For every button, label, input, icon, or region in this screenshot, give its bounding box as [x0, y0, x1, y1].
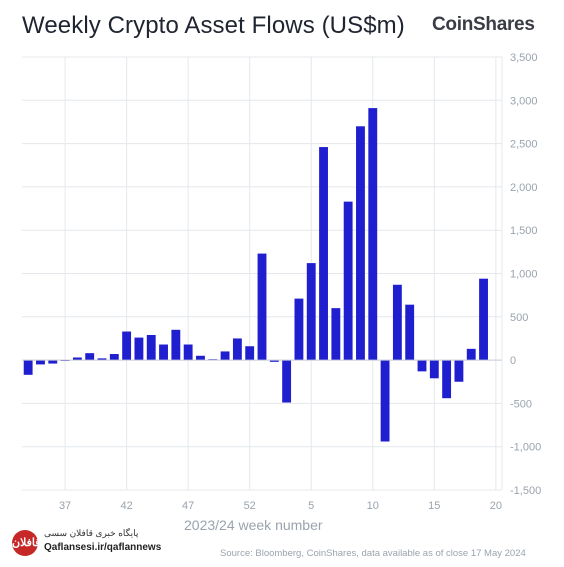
watermark-line1: پایگاه خبری قافلان سسی — [44, 528, 139, 538]
bar — [269, 360, 279, 362]
bar — [171, 329, 181, 361]
bar — [454, 360, 464, 382]
x-tick-label: 52 — [244, 500, 256, 512]
bar — [196, 355, 205, 361]
bar — [405, 304, 415, 361]
bar — [220, 351, 230, 361]
x-tick-label: 5 — [308, 500, 314, 512]
y-tick-label: 2,000 — [510, 182, 538, 194]
x-tick-label: 37 — [59, 500, 71, 512]
bar — [257, 253, 267, 361]
bar — [294, 298, 304, 361]
watermark-line2: Qaflansesi.ir/qaflannews — [44, 542, 162, 553]
y-tick-label: 1,000 — [510, 269, 538, 281]
y-tick-label: 1,500 — [510, 225, 538, 237]
bar — [134, 337, 144, 361]
bar — [319, 147, 328, 361]
y-axis-ticks: 3,500 3,000 2,500 2,000 1,500 1,000 500 0 -500 -1… — [510, 52, 541, 497]
bar — [392, 284, 402, 361]
y-tick-label: -1,000 — [510, 442, 541, 454]
chart-title: Weekly Crypto Asset Flows (US$m) — [22, 12, 405, 39]
bar — [48, 360, 58, 364]
y-tick-label: 500 — [510, 312, 528, 324]
bar — [23, 360, 33, 375]
bar — [466, 348, 476, 361]
bar — [429, 360, 439, 379]
bar — [85, 353, 95, 361]
y-tick-label: -1,500 — [510, 485, 541, 497]
watermark-badge: قافلان — [12, 530, 41, 556]
y-tick-label: 0 — [510, 355, 516, 367]
bar — [282, 360, 292, 403]
bar — [306, 263, 316, 361]
bar — [159, 344, 168, 361]
bar — [97, 358, 107, 361]
x-tick-label: 10 — [367, 500, 379, 512]
coinshares-logo: CoinShares — [432, 14, 535, 35]
bar — [343, 201, 353, 361]
bar — [232, 338, 242, 361]
bar — [245, 346, 255, 361]
bar — [331, 308, 341, 361]
bar — [442, 360, 452, 399]
x-tick-label: 42 — [120, 500, 132, 512]
bar — [36, 360, 45, 365]
x-tick-label: 47 — [182, 500, 194, 512]
bar — [183, 344, 193, 361]
bar — [122, 331, 132, 361]
y-tick-label: 2,500 — [510, 139, 538, 151]
y-tick-label: 3,000 — [510, 95, 538, 107]
x-tick-label: 15 — [428, 500, 440, 512]
bar — [368, 108, 378, 361]
y-tick-label: -500 — [510, 398, 532, 410]
bar — [479, 278, 488, 361]
x-axis-ticks: 37 42 47 52 5 10 15 20 — [59, 500, 502, 512]
x-tick-label: 20 — [490, 500, 502, 512]
bar — [109, 354, 119, 361]
x-axis-label: 2023/24 week number — [184, 517, 323, 533]
source-note: Source: Bloomberg, CoinShares, data avai… — [220, 548, 526, 559]
y-tick-label: 3,500 — [510, 52, 538, 64]
bar — [146, 334, 156, 361]
watermark: قافلان پایگاه خبری قافلان سسی Qaflansesi… — [10, 524, 190, 560]
bar — [417, 360, 427, 372]
bar — [72, 357, 82, 361]
bar-series — [22, 108, 502, 442]
bar — [356, 126, 365, 361]
bar — [380, 360, 390, 442]
